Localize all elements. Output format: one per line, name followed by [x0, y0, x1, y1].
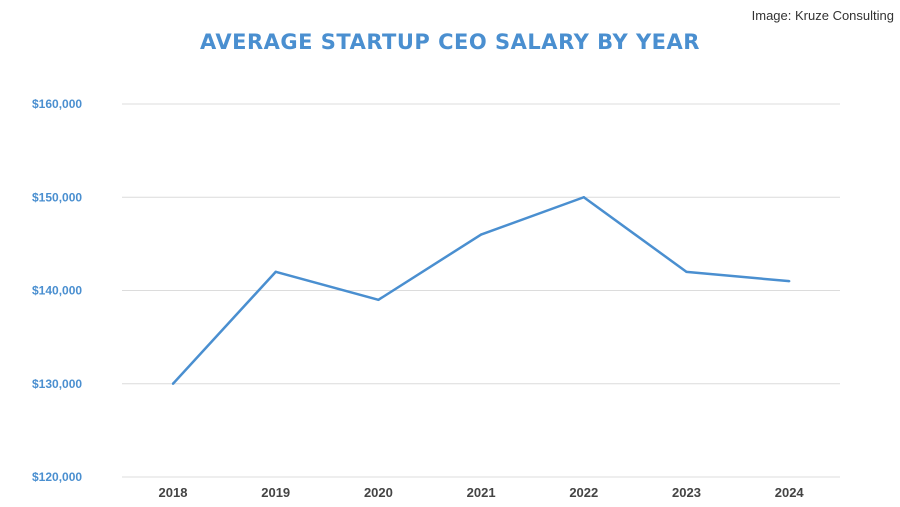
data-point-2019 [274, 270, 277, 274]
x-tick-label: 2022 [569, 485, 598, 500]
data-point-2022 [582, 196, 585, 199]
x-tick-label: 2023 [672, 485, 701, 500]
y-tick-label: $140,000 [32, 284, 82, 298]
data-point-2023 [685, 270, 688, 274]
data-point-2024 [788, 279, 791, 283]
x-tick-label: 2020 [364, 485, 393, 500]
y-axis-ticks: $120,000 $130,000 $140,000 $150,000 $160,000 [32, 97, 82, 484]
x-axis-ticks: 2018 2019 2020 2021 2022 2023 2024 [159, 485, 805, 500]
y-tick-label: $150,000 [32, 190, 82, 204]
chart-title: AVERAGE STARTUP CEO SALARY BY YEAR [200, 30, 700, 54]
y-tick-label: $120,000 [32, 470, 82, 484]
image-credit: Image: Kruze Consulting [751, 8, 894, 23]
x-tick-label: 2018 [159, 485, 188, 500]
gridlines [122, 103, 840, 478]
x-tick-label: 2019 [261, 485, 290, 500]
y-tick-label: $160,000 [32, 97, 82, 111]
data-point-2020 [377, 298, 380, 302]
data-point-2021 [479, 233, 483, 236]
x-tick-label: 2021 [467, 485, 496, 500]
data-point-2018 [171, 382, 175, 385]
series-line-group [171, 196, 791, 385]
y-tick-label: $130,000 [32, 377, 82, 391]
x-tick-label: 2024 [775, 485, 805, 500]
